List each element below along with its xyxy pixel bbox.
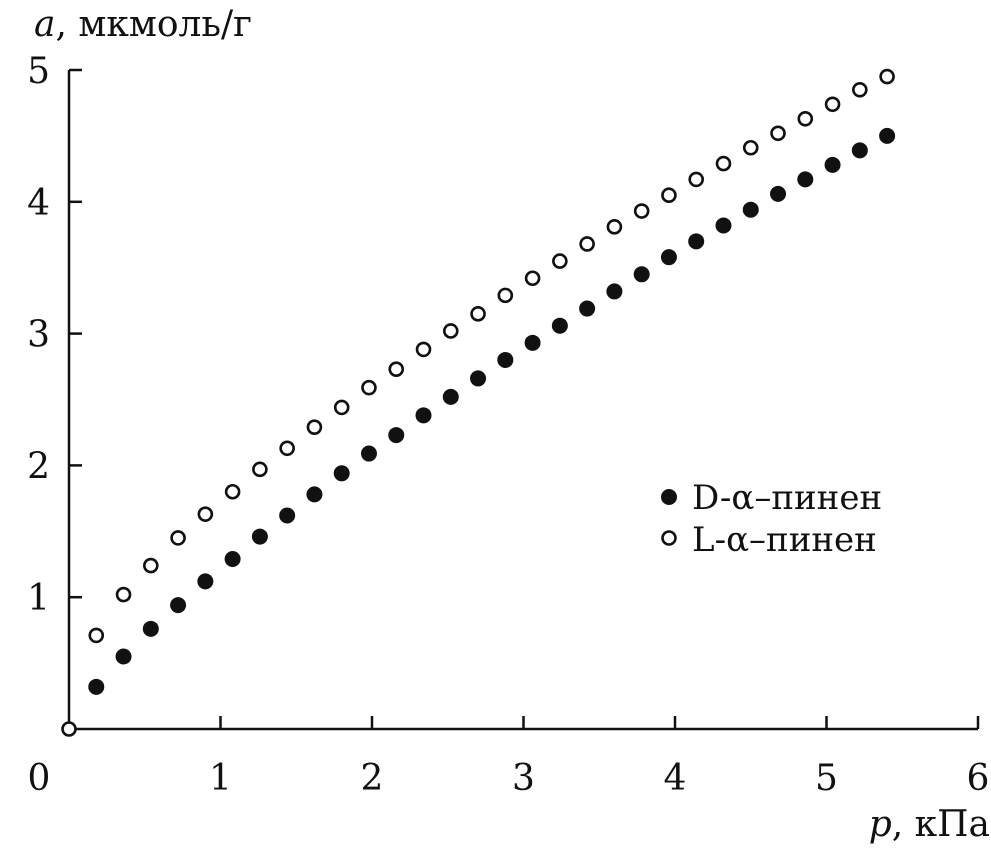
data-point-l-pinene (661, 187, 677, 204)
data-point-l-pinene (197, 506, 214, 522)
data-point-d-pinene (660, 249, 677, 266)
data-point-l-pinene (279, 440, 295, 457)
data-point-d-pinene (606, 283, 623, 300)
data-point-d-pinene (333, 465, 350, 482)
y-tick-label: 3 (27, 315, 50, 356)
x-tick-label: 5 (815, 758, 838, 799)
y-tick-label: 5 (27, 51, 50, 92)
data-point-d-pinene (851, 142, 868, 159)
data-point-l-pinene (415, 341, 432, 358)
x-axis-unit: , кПа (892, 804, 990, 845)
data-point-d-pinene (715, 217, 732, 234)
data-point-l-pinene (252, 461, 268, 478)
data-point-l-pinene (306, 419, 323, 435)
data-point-l-pinene (333, 399, 350, 416)
data-point-d-pinene (633, 266, 650, 283)
x-tick-label: 6 (967, 758, 990, 799)
data-point-l-pinene (170, 530, 186, 546)
data-point-d-pinene (170, 597, 187, 614)
x-tick-label: 4 (664, 758, 687, 799)
data-point-d-pinene (279, 507, 296, 524)
data-point-l-pinene (442, 323, 459, 339)
origin-point (61, 721, 77, 737)
data-points (61, 68, 896, 737)
data-point-l-pinene (770, 125, 786, 142)
legend-marker-filled (661, 489, 677, 505)
data-point-l-pinene (388, 361, 405, 377)
ticks: 0 1 2 3 4 5 6 1 2 3 4 5 (27, 51, 989, 799)
x-tick-label: 3 (512, 758, 535, 799)
legend-marker-open (661, 530, 677, 546)
legend-label-d-pinene: D-α–пинен (692, 478, 882, 518)
data-point-d-pinene (197, 573, 214, 590)
x-tick-label: 1 (209, 758, 232, 799)
data-point-d-pinene (470, 370, 487, 387)
data-point-l-pinene (115, 586, 132, 603)
legend: D-α–пинен L-α–пинен (661, 478, 882, 560)
data-point-d-pinene (524, 334, 541, 351)
data-point-l-pinene (606, 219, 623, 235)
data-point-l-pinene (88, 627, 105, 644)
data-point-d-pinene (497, 351, 514, 368)
data-point-d-pinene (824, 156, 841, 173)
data-point-l-pinene (361, 379, 377, 396)
data-point-l-pinene (715, 155, 732, 172)
data-point-l-pinene (224, 483, 241, 500)
legend-label-l-pinene: L-α–пинен (692, 520, 877, 560)
x-axis-label: p, кПа (869, 804, 990, 845)
data-point-d-pinene (360, 445, 377, 462)
data-point-d-pinene (142, 620, 159, 637)
data-point-l-pinene (688, 171, 705, 188)
axes (67, 70, 978, 731)
data-point-l-pinene (552, 253, 568, 269)
data-point-l-pinene (497, 287, 514, 304)
data-point-d-pinene (770, 185, 787, 202)
data-point-d-pinene (251, 528, 268, 545)
data-point-l-pinene (470, 306, 486, 322)
data-point-d-pinene (224, 550, 241, 567)
x-tick-label: 0 (28, 758, 51, 799)
data-point-l-pinene (852, 81, 868, 98)
data-point-d-pinene (688, 233, 705, 250)
data-point-d-pinene (306, 486, 323, 503)
data-point-d-pinene (551, 317, 568, 334)
data-point-d-pinene (415, 407, 432, 424)
y-axis-unit: , мкмоль/г (55, 4, 252, 45)
data-point-d-pinene (115, 648, 132, 665)
x-axis-variable: p (869, 804, 892, 845)
y-tick-label: 4 (27, 183, 50, 224)
data-point-d-pinene (579, 300, 596, 317)
data-point-l-pinene (824, 96, 841, 113)
y-tick-label: 2 (27, 446, 50, 487)
data-point-l-pinene (524, 270, 541, 287)
data-point-l-pinene (579, 236, 595, 252)
data-point-d-pinene (88, 678, 105, 695)
y-axis-variable: a (34, 4, 55, 45)
data-point-d-pinene (388, 427, 405, 444)
data-point-d-pinene (442, 388, 459, 405)
y-tick-label: 1 (27, 578, 50, 619)
y-axis-label: a, мкмоль/г (34, 4, 252, 45)
data-point-l-pinene (879, 68, 895, 85)
data-point-l-pinene (143, 557, 159, 574)
x-tick-label: 2 (361, 758, 384, 799)
data-point-d-pinene (797, 171, 814, 188)
data-point-l-pinene (797, 110, 814, 127)
data-point-l-pinene (742, 139, 759, 156)
data-point-d-pinene (879, 127, 896, 144)
data-point-d-pinene (742, 201, 759, 218)
data-point-l-pinene (633, 203, 650, 219)
